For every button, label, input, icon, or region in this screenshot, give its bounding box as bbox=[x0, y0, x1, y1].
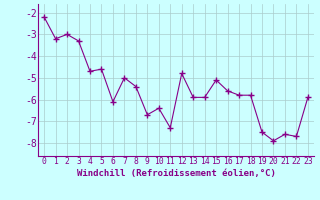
X-axis label: Windchill (Refroidissement éolien,°C): Windchill (Refroidissement éolien,°C) bbox=[76, 169, 276, 178]
